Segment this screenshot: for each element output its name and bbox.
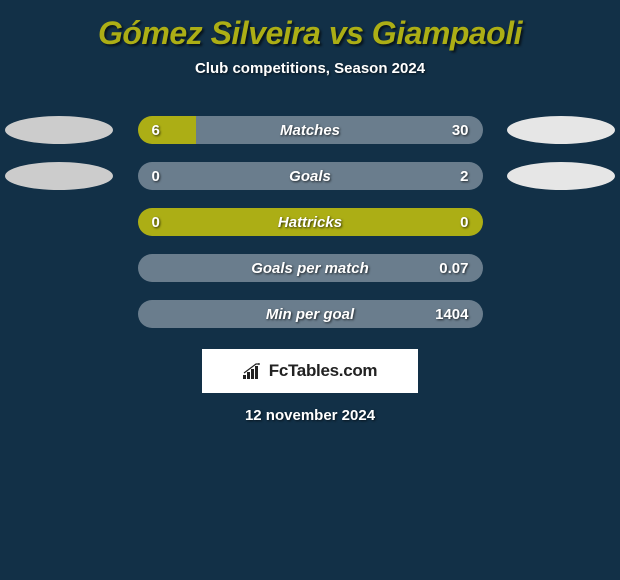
brand-chart-icon	[243, 363, 263, 379]
brand-text: FcTables.com	[269, 361, 378, 381]
brand-box: FcTables.com	[202, 349, 418, 393]
player-right-ellipse	[507, 116, 615, 144]
main-container: Gómez Silveira vs Giampaoli Club competi…	[0, 0, 620, 434]
stat-bar: Goals per match0.07	[138, 254, 483, 282]
stat-row: Goals per match0.07	[0, 245, 620, 291]
stat-bar: Min per goal1404	[138, 300, 483, 328]
stat-row: Min per goal1404	[0, 291, 620, 337]
stat-value-right: 0.07	[439, 260, 468, 277]
stat-value-right: 2	[460, 168, 468, 185]
stat-value-right: 0	[460, 214, 468, 231]
stat-value-right: 30	[452, 122, 469, 139]
page-title: Gómez Silveira vs Giampaoli	[98, 15, 522, 52]
stat-row: Goals0 2	[0, 153, 620, 199]
stat-label: Goals per match	[138, 260, 483, 277]
stat-row: Matches6 30	[0, 107, 620, 153]
stat-value-left: 0	[152, 214, 160, 231]
stat-bar: Matches6 30	[138, 116, 483, 144]
stat-value-left: 0	[152, 168, 160, 185]
stat-label: Min per goal	[138, 306, 483, 323]
stat-label: Matches	[138, 122, 483, 139]
stat-label: Hattricks	[138, 214, 483, 231]
stat-label: Goals	[138, 168, 483, 185]
stat-bar: Goals0 2	[138, 162, 483, 190]
stat-value-left: 6	[152, 122, 160, 139]
player-right-ellipse	[507, 162, 615, 190]
bars-list: Matches630Goals02Hattricks00Goals per ma…	[0, 107, 620, 337]
player-left-ellipse	[5, 116, 113, 144]
date-text: 12 november 2024	[245, 407, 375, 424]
stat-row: Hattricks0 0	[0, 199, 620, 245]
stat-value-right: 1404	[435, 306, 468, 323]
stat-bar: Hattricks0 0	[138, 208, 483, 236]
page-subtitle: Club competitions, Season 2024	[195, 60, 425, 77]
player-left-ellipse	[5, 162, 113, 190]
